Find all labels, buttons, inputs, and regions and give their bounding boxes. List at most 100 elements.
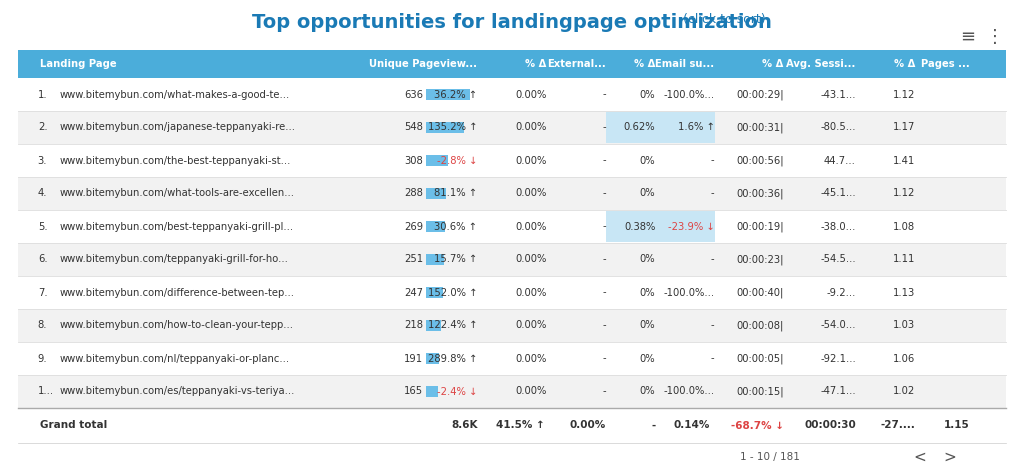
Text: Pages ...: Pages ...: [921, 59, 970, 69]
Text: -92.1...: -92.1...: [820, 353, 856, 364]
Text: 00:00:23|: 00:00:23|: [736, 254, 783, 265]
Bar: [606, 112, 715, 143]
Text: -47.1...: -47.1...: [820, 387, 856, 396]
Text: >: >: [944, 449, 956, 465]
Bar: [426, 287, 443, 298]
Text: 0.00%: 0.00%: [515, 189, 547, 198]
Text: Unique Pageview...: Unique Pageview...: [370, 59, 477, 69]
Text: 0%: 0%: [640, 287, 655, 298]
Text: -: -: [602, 221, 606, 232]
Text: 0.00%: 0.00%: [515, 89, 547, 100]
Text: 251: 251: [404, 255, 423, 264]
Text: 00:00:19|: 00:00:19|: [736, 221, 783, 232]
Text: 0%: 0%: [640, 255, 655, 264]
Bar: [426, 89, 470, 100]
Text: 6.: 6.: [38, 255, 47, 264]
Text: 36.2% ↑: 36.2% ↑: [434, 89, 477, 100]
Text: 2.: 2.: [38, 123, 47, 132]
Text: -: -: [602, 387, 606, 396]
Text: www.bitemybun.com/nl/teppanyaki-or-planc...: www.bitemybun.com/nl/teppanyaki-or-planc…: [59, 353, 290, 364]
Bar: [426, 188, 446, 199]
Text: 0%: 0%: [640, 387, 655, 396]
Text: 0.00%: 0.00%: [515, 287, 547, 298]
Bar: [18, 375, 1006, 408]
Text: Avg. Sessi...: Avg. Sessi...: [786, 59, 856, 69]
Text: -: -: [602, 255, 606, 264]
Bar: [426, 353, 439, 364]
Text: -9.2...: -9.2...: [826, 287, 856, 298]
Text: Grand total: Grand total: [40, 421, 108, 431]
Text: www.bitemybun.com/teppanyaki-grill-for-ho...: www.bitemybun.com/teppanyaki-grill-for-h…: [59, 255, 289, 264]
Text: 0%: 0%: [640, 321, 655, 330]
Text: 00:00:05|: 00:00:05|: [736, 353, 783, 364]
Text: www.bitemybun.com/what-makes-a-good-te...: www.bitemybun.com/what-makes-a-good-te..…: [59, 89, 290, 100]
Text: www.bitemybun.com/best-teppanyaki-grill-pl...: www.bitemybun.com/best-teppanyaki-grill-…: [59, 221, 294, 232]
Text: 30.6% ↑: 30.6% ↑: [434, 221, 477, 232]
Text: -: -: [602, 89, 606, 100]
Text: www.bitemybun.com/es/teppanyaki-vs-teriya...: www.bitemybun.com/es/teppanyaki-vs-teriy…: [59, 387, 295, 396]
Text: www.bitemybun.com/what-tools-are-excellen...: www.bitemybun.com/what-tools-are-excelle…: [59, 189, 295, 198]
Bar: [18, 144, 1006, 177]
Text: 218: 218: [404, 321, 423, 330]
Text: 0%: 0%: [640, 155, 655, 166]
Text: Top opportunities for landingpage optimization: Top opportunities for landingpage optimi…: [252, 13, 772, 32]
Text: 1.06: 1.06: [893, 353, 915, 364]
Text: 0.38%: 0.38%: [624, 221, 655, 232]
Text: % Δ: % Δ: [525, 59, 547, 69]
Text: 0.00%: 0.00%: [515, 155, 547, 166]
Text: 0.14%: 0.14%: [673, 421, 710, 431]
Text: 165: 165: [404, 387, 423, 396]
Text: 135.2% ↑: 135.2% ↑: [428, 123, 477, 132]
Bar: [18, 177, 1006, 210]
Text: 122.4% ↑: 122.4% ↑: [428, 321, 477, 330]
Text: -: -: [602, 287, 606, 298]
Text: ≡: ≡: [961, 28, 976, 46]
Text: -38.0...: -38.0...: [820, 221, 856, 232]
Text: 0%: 0%: [640, 89, 655, 100]
Text: 1.12: 1.12: [893, 189, 915, 198]
Text: -23.9% ↓: -23.9% ↓: [668, 221, 715, 232]
Bar: [426, 221, 444, 232]
Bar: [18, 210, 1006, 243]
Bar: [426, 386, 437, 397]
Text: 0.00%: 0.00%: [515, 353, 547, 364]
Text: 4.: 4.: [38, 189, 47, 198]
Text: -: -: [711, 353, 715, 364]
Text: (click to sort): (click to sort): [679, 13, 765, 26]
Text: 0%: 0%: [640, 189, 655, 198]
Text: -2.4% ↓: -2.4% ↓: [437, 387, 477, 396]
Text: 1.: 1.: [38, 89, 47, 100]
Text: 247: 247: [404, 287, 423, 298]
Text: 1.6% ↑: 1.6% ↑: [678, 123, 715, 132]
Text: % Δ: % Δ: [894, 59, 915, 69]
Bar: [426, 254, 443, 265]
Text: 00:00:29|: 00:00:29|: [736, 89, 783, 100]
Bar: [426, 320, 441, 331]
Text: -: -: [602, 321, 606, 330]
Text: -100.0%...: -100.0%...: [664, 287, 715, 298]
Bar: [426, 155, 447, 166]
Text: 269: 269: [404, 221, 423, 232]
Text: 636: 636: [404, 89, 423, 100]
Text: 1.02: 1.02: [893, 387, 915, 396]
Text: 81.1% ↑: 81.1% ↑: [434, 189, 477, 198]
Text: -100.0%...: -100.0%...: [664, 89, 715, 100]
Text: -: -: [711, 189, 715, 198]
Text: % Δ: % Δ: [762, 59, 783, 69]
Text: -54.0...: -54.0...: [820, 321, 856, 330]
Bar: [18, 243, 1006, 276]
Text: www.bitemybun.com/difference-between-tep...: www.bitemybun.com/difference-between-tep…: [59, 287, 295, 298]
Text: -54.5...: -54.5...: [820, 255, 856, 264]
Text: 1.17: 1.17: [893, 123, 915, 132]
Text: 7.: 7.: [38, 287, 47, 298]
Text: -27....: -27....: [881, 421, 915, 431]
Text: -43.1...: -43.1...: [820, 89, 856, 100]
Text: 289.8% ↑: 289.8% ↑: [428, 353, 477, 364]
Text: Landing Page: Landing Page: [40, 59, 117, 69]
Text: 3.: 3.: [38, 155, 47, 166]
Text: 152.0% ↑: 152.0% ↑: [428, 287, 477, 298]
Text: <: <: [913, 449, 927, 465]
Text: 548: 548: [404, 123, 423, 132]
Text: 8.: 8.: [38, 321, 47, 330]
Text: Email su...: Email su...: [655, 59, 715, 69]
